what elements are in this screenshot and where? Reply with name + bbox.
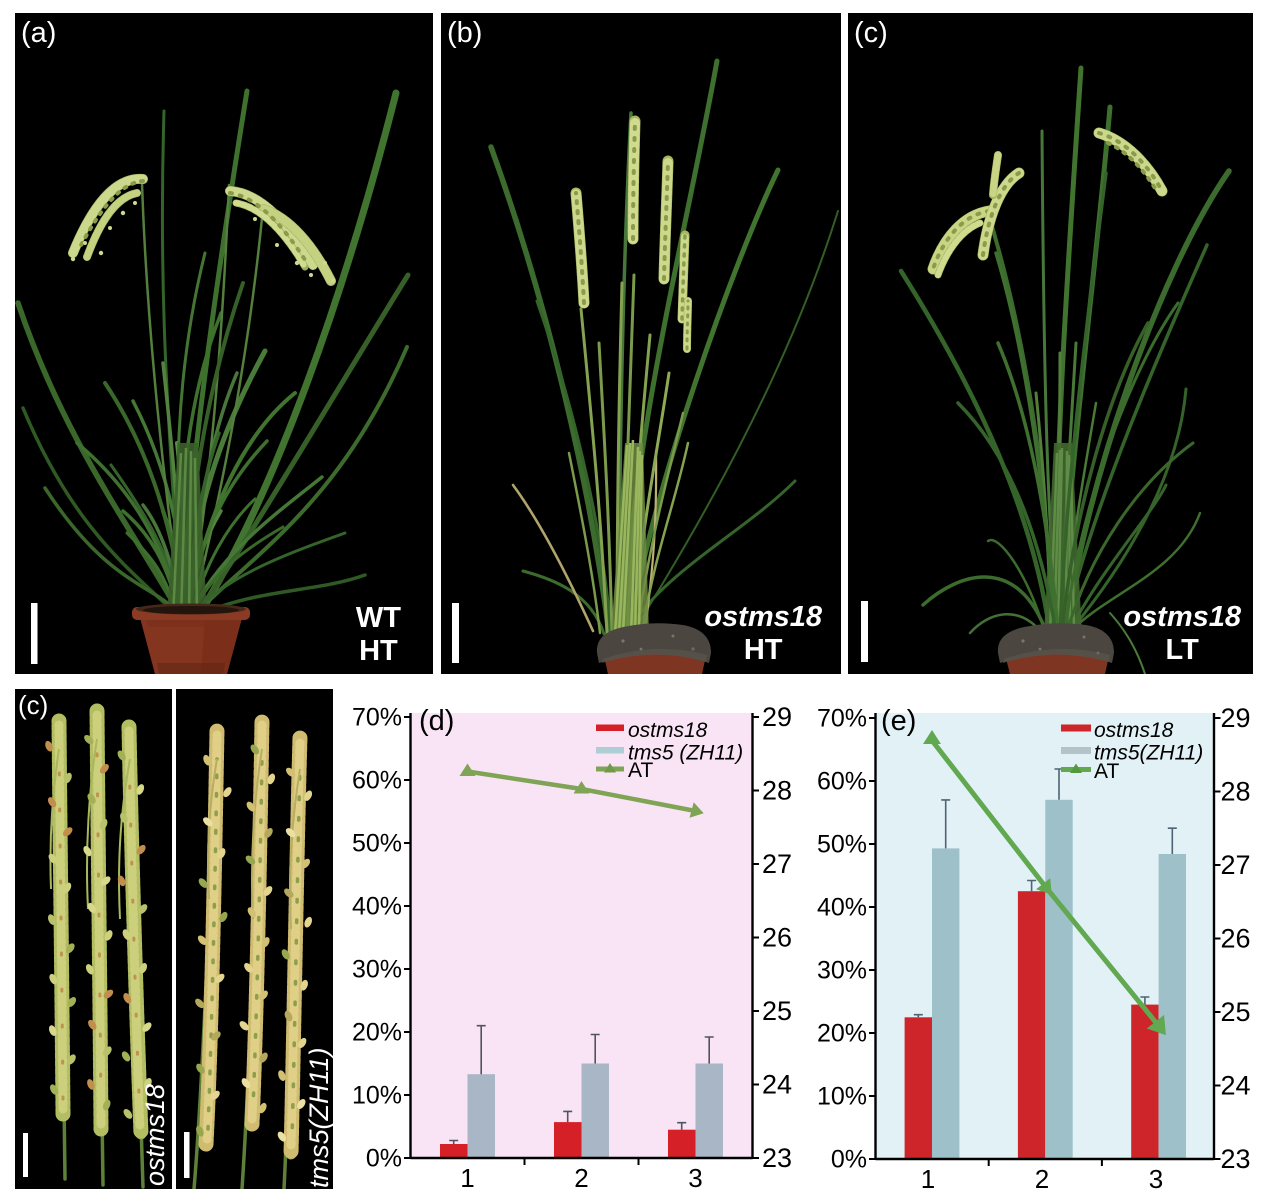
svg-text:23: 23 (1221, 1144, 1251, 1174)
svg-text:27: 27 (1221, 850, 1251, 880)
svg-text:AT: AT (1094, 760, 1119, 783)
svg-text:40%: 40% (352, 893, 402, 921)
svg-text:70%: 70% (352, 704, 402, 732)
svg-text:10%: 10% (352, 1082, 402, 1110)
svg-text:3: 3 (1149, 1164, 1163, 1194)
svg-text:2: 2 (1035, 1164, 1049, 1194)
svg-text:1: 1 (460, 1163, 474, 1193)
svg-text:25: 25 (1221, 997, 1251, 1027)
svg-text:ostms18: ostms18 (140, 1084, 170, 1186)
svg-text:50%: 50% (817, 831, 867, 859)
svg-text:0%: 0% (366, 1145, 402, 1173)
svg-text:tms5 (ZH11): tms5 (ZH11) (628, 742, 743, 765)
svg-text:29: 29 (762, 702, 792, 732)
svg-text:26: 26 (1221, 924, 1251, 954)
svg-text:10%: 10% (817, 1083, 867, 1111)
svg-text:(e): (e) (881, 705, 916, 737)
svg-text:28: 28 (762, 776, 792, 806)
svg-text:60%: 60% (352, 767, 402, 795)
svg-text:25: 25 (762, 996, 792, 1026)
svg-text:0%: 0% (831, 1146, 867, 1174)
svg-text:26: 26 (762, 923, 792, 953)
svg-text:3: 3 (688, 1163, 702, 1193)
svg-text:ostms18: ostms18 (628, 719, 708, 742)
svg-text:tms5(ZH11): tms5(ZH11) (1094, 742, 1203, 765)
svg-text:70%: 70% (817, 705, 867, 733)
svg-text:29: 29 (1221, 703, 1251, 733)
svg-text:60%: 60% (817, 768, 867, 796)
svg-text:24: 24 (1221, 1071, 1251, 1101)
svg-text:2: 2 (574, 1163, 588, 1193)
svg-text:24: 24 (762, 1070, 792, 1100)
svg-text:28: 28 (1221, 777, 1251, 807)
svg-text:20%: 20% (352, 1019, 402, 1047)
svg-text:30%: 30% (352, 956, 402, 984)
svg-text:50%: 50% (352, 830, 402, 858)
svg-text:AT: AT (628, 759, 653, 782)
svg-text:1: 1 (921, 1164, 935, 1194)
svg-text:30%: 30% (817, 957, 867, 985)
svg-text:tms5(ZH11): tms5(ZH11) (304, 1047, 333, 1188)
svg-text:ostms18: ostms18 (1094, 719, 1174, 742)
svg-text:20%: 20% (817, 1020, 867, 1048)
svg-text:(d): (d) (419, 705, 454, 737)
svg-text:27: 27 (762, 849, 792, 879)
svg-text:23: 23 (762, 1143, 792, 1173)
svg-text:40%: 40% (817, 894, 867, 922)
